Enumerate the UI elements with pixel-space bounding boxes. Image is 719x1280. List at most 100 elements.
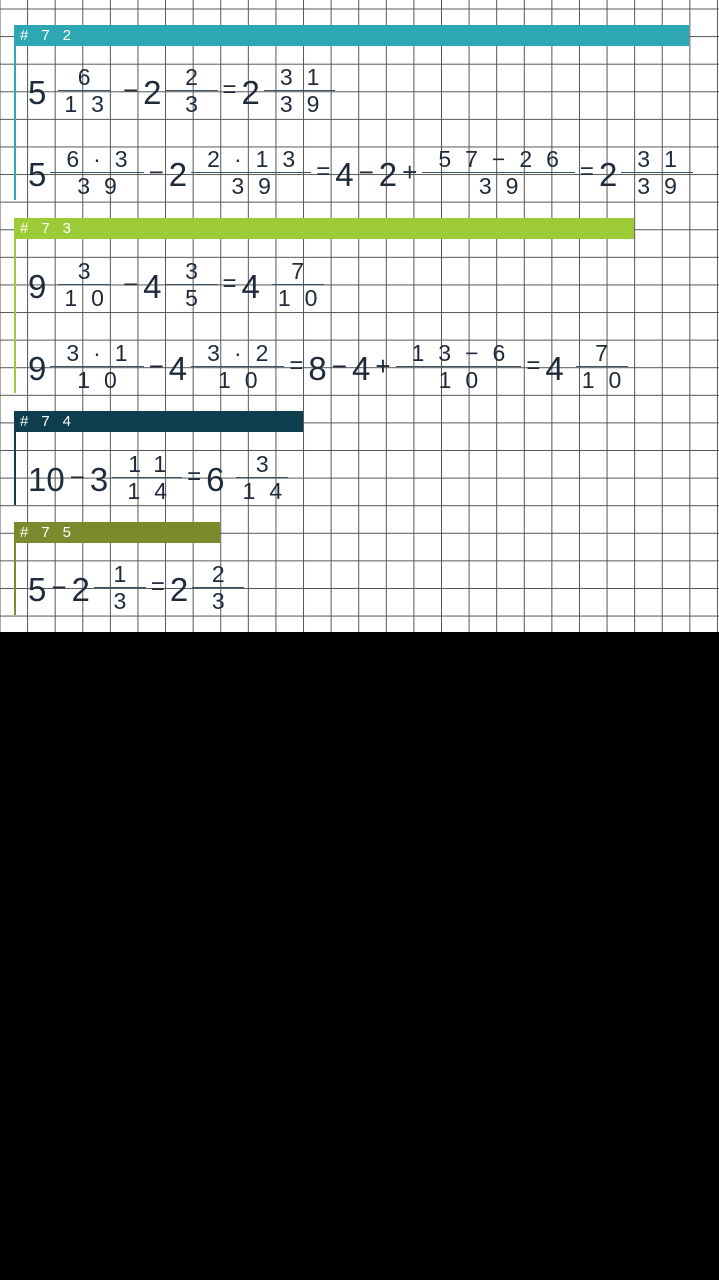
- fraction: 3 14: [229, 451, 297, 504]
- whole-number: 4: [335, 155, 354, 193]
- fraction: 11 14: [112, 451, 183, 504]
- whole-number: 2: [71, 570, 90, 608]
- denominator: 14: [242, 477, 297, 504]
- equals-sign: =: [526, 352, 541, 379]
- denominator: 39: [279, 90, 334, 117]
- denominator: 10: [438, 366, 493, 393]
- denominator: 13: [64, 90, 118, 117]
- whole-number: 5: [28, 73, 47, 111]
- equals-sign: =: [579, 158, 594, 185]
- numerator: 31: [263, 64, 336, 91]
- whole-number: 4: [168, 349, 188, 387]
- whole-number: 2: [169, 570, 189, 608]
- equation-line: 10−3 11 14 = 6 3 14: [26, 447, 298, 507]
- whole-number: 4: [545, 349, 564, 387]
- whole-number: 8: [308, 349, 327, 387]
- whole-number: 2: [168, 155, 188, 193]
- operator: −: [331, 350, 347, 381]
- denominator: 10: [581, 366, 636, 393]
- fraction: 3 10: [50, 258, 118, 311]
- operator: −: [358, 156, 374, 187]
- equation-line: 5 6·3 39−2 2·13 39 = 4−2 +57−26 39 = 2 31 39: [26, 142, 695, 202]
- problem-header: #73: [14, 218, 634, 239]
- numerator: 3·2: [191, 340, 285, 367]
- grid-paper: #72 5 6 13−2 2 3 = 2 31 39 5 6·3 39−2 2·13 39 = 4−2 +57−2…: [0, 0, 719, 632]
- operator: +: [375, 350, 391, 381]
- whole-number: 4: [351, 349, 371, 387]
- denominator: 39: [478, 172, 533, 199]
- numerator: 6: [58, 64, 111, 91]
- fraction: 3·2 10: [191, 340, 285, 393]
- whole-number: 2: [378, 155, 398, 193]
- denominator: 10: [217, 366, 272, 393]
- margin-line: [14, 239, 16, 393]
- numerator: 11: [112, 451, 183, 478]
- numerator: 13−6: [395, 340, 522, 367]
- whole-number: 2: [143, 73, 162, 111]
- equation-line: 5 6 13−2 2 3 = 2 31 39: [26, 60, 337, 120]
- numerator: 3: [236, 451, 289, 478]
- whole-number: 9: [28, 349, 47, 387]
- whole-number: 2: [598, 155, 618, 193]
- fraction: 3·1 10: [50, 340, 144, 393]
- fraction: 6 13: [50, 64, 118, 117]
- numerator: 6·3: [50, 146, 144, 173]
- denominator: 14: [127, 477, 181, 504]
- whole-number: 6: [206, 460, 225, 498]
- problem-header: #75: [14, 522, 220, 543]
- problem-header: #74: [14, 411, 303, 432]
- whole-number: 4: [241, 267, 260, 305]
- numerator: 7: [575, 340, 628, 367]
- operator: −: [51, 571, 67, 602]
- fraction: 57−26 39: [422, 146, 575, 199]
- denominator: 3: [113, 587, 141, 614]
- denominator: 39: [637, 172, 691, 199]
- operator: −: [148, 156, 164, 187]
- denominator: 10: [77, 366, 131, 393]
- numerator: 3·1: [50, 340, 144, 367]
- whole-number: 5: [28, 155, 47, 193]
- numerator: 7: [271, 258, 324, 285]
- operator: +: [402, 156, 418, 187]
- whole-number: 10: [28, 460, 65, 498]
- numerator: 2: [192, 561, 245, 588]
- numerator: 1: [93, 561, 146, 588]
- operator: −: [122, 268, 139, 299]
- denominator: 10: [64, 284, 118, 311]
- equation-line: 9 3·1 10−4 3·2 10 = 8−4 +13−6 10 = 4 7 10: [26, 336, 637, 396]
- denominator: 3: [211, 587, 239, 614]
- margin-line: [14, 432, 16, 505]
- operator: −: [69, 461, 85, 492]
- equals-sign: =: [150, 573, 165, 600]
- denominator: 10: [277, 284, 332, 311]
- equation-line: 9 3 10−4 3 5 = 4 7 10: [26, 254, 333, 314]
- whole-number: 2: [241, 73, 260, 111]
- denominator: 3: [185, 90, 212, 117]
- numerator: 3: [165, 258, 218, 285]
- numerator: 3: [58, 258, 111, 285]
- numerator: 2: [165, 64, 218, 91]
- whole-number: 3: [89, 460, 109, 498]
- whole-number: 4: [143, 267, 162, 305]
- fraction: 6·3 39: [50, 146, 144, 199]
- fraction: 2·13 39: [191, 146, 312, 199]
- equals-sign: =: [187, 463, 202, 490]
- denominator: 5: [185, 284, 212, 311]
- margin-line: [14, 543, 16, 615]
- numerator: 31: [621, 146, 693, 173]
- fraction: 31 39: [263, 64, 336, 117]
- equals-sign: =: [316, 158, 331, 185]
- equals-sign: =: [289, 352, 304, 379]
- fraction: 31 39: [621, 146, 693, 199]
- margin-line: [14, 46, 16, 200]
- operator: −: [122, 74, 139, 105]
- equation-line: 5−2 1 3 = 2 2 3: [26, 557, 246, 617]
- fraction: 7 10: [264, 258, 332, 311]
- problem-header: #72: [14, 25, 689, 46]
- fraction: 13−6 10: [395, 340, 522, 393]
- denominator: 39: [231, 172, 285, 199]
- fraction: 7 10: [568, 340, 636, 393]
